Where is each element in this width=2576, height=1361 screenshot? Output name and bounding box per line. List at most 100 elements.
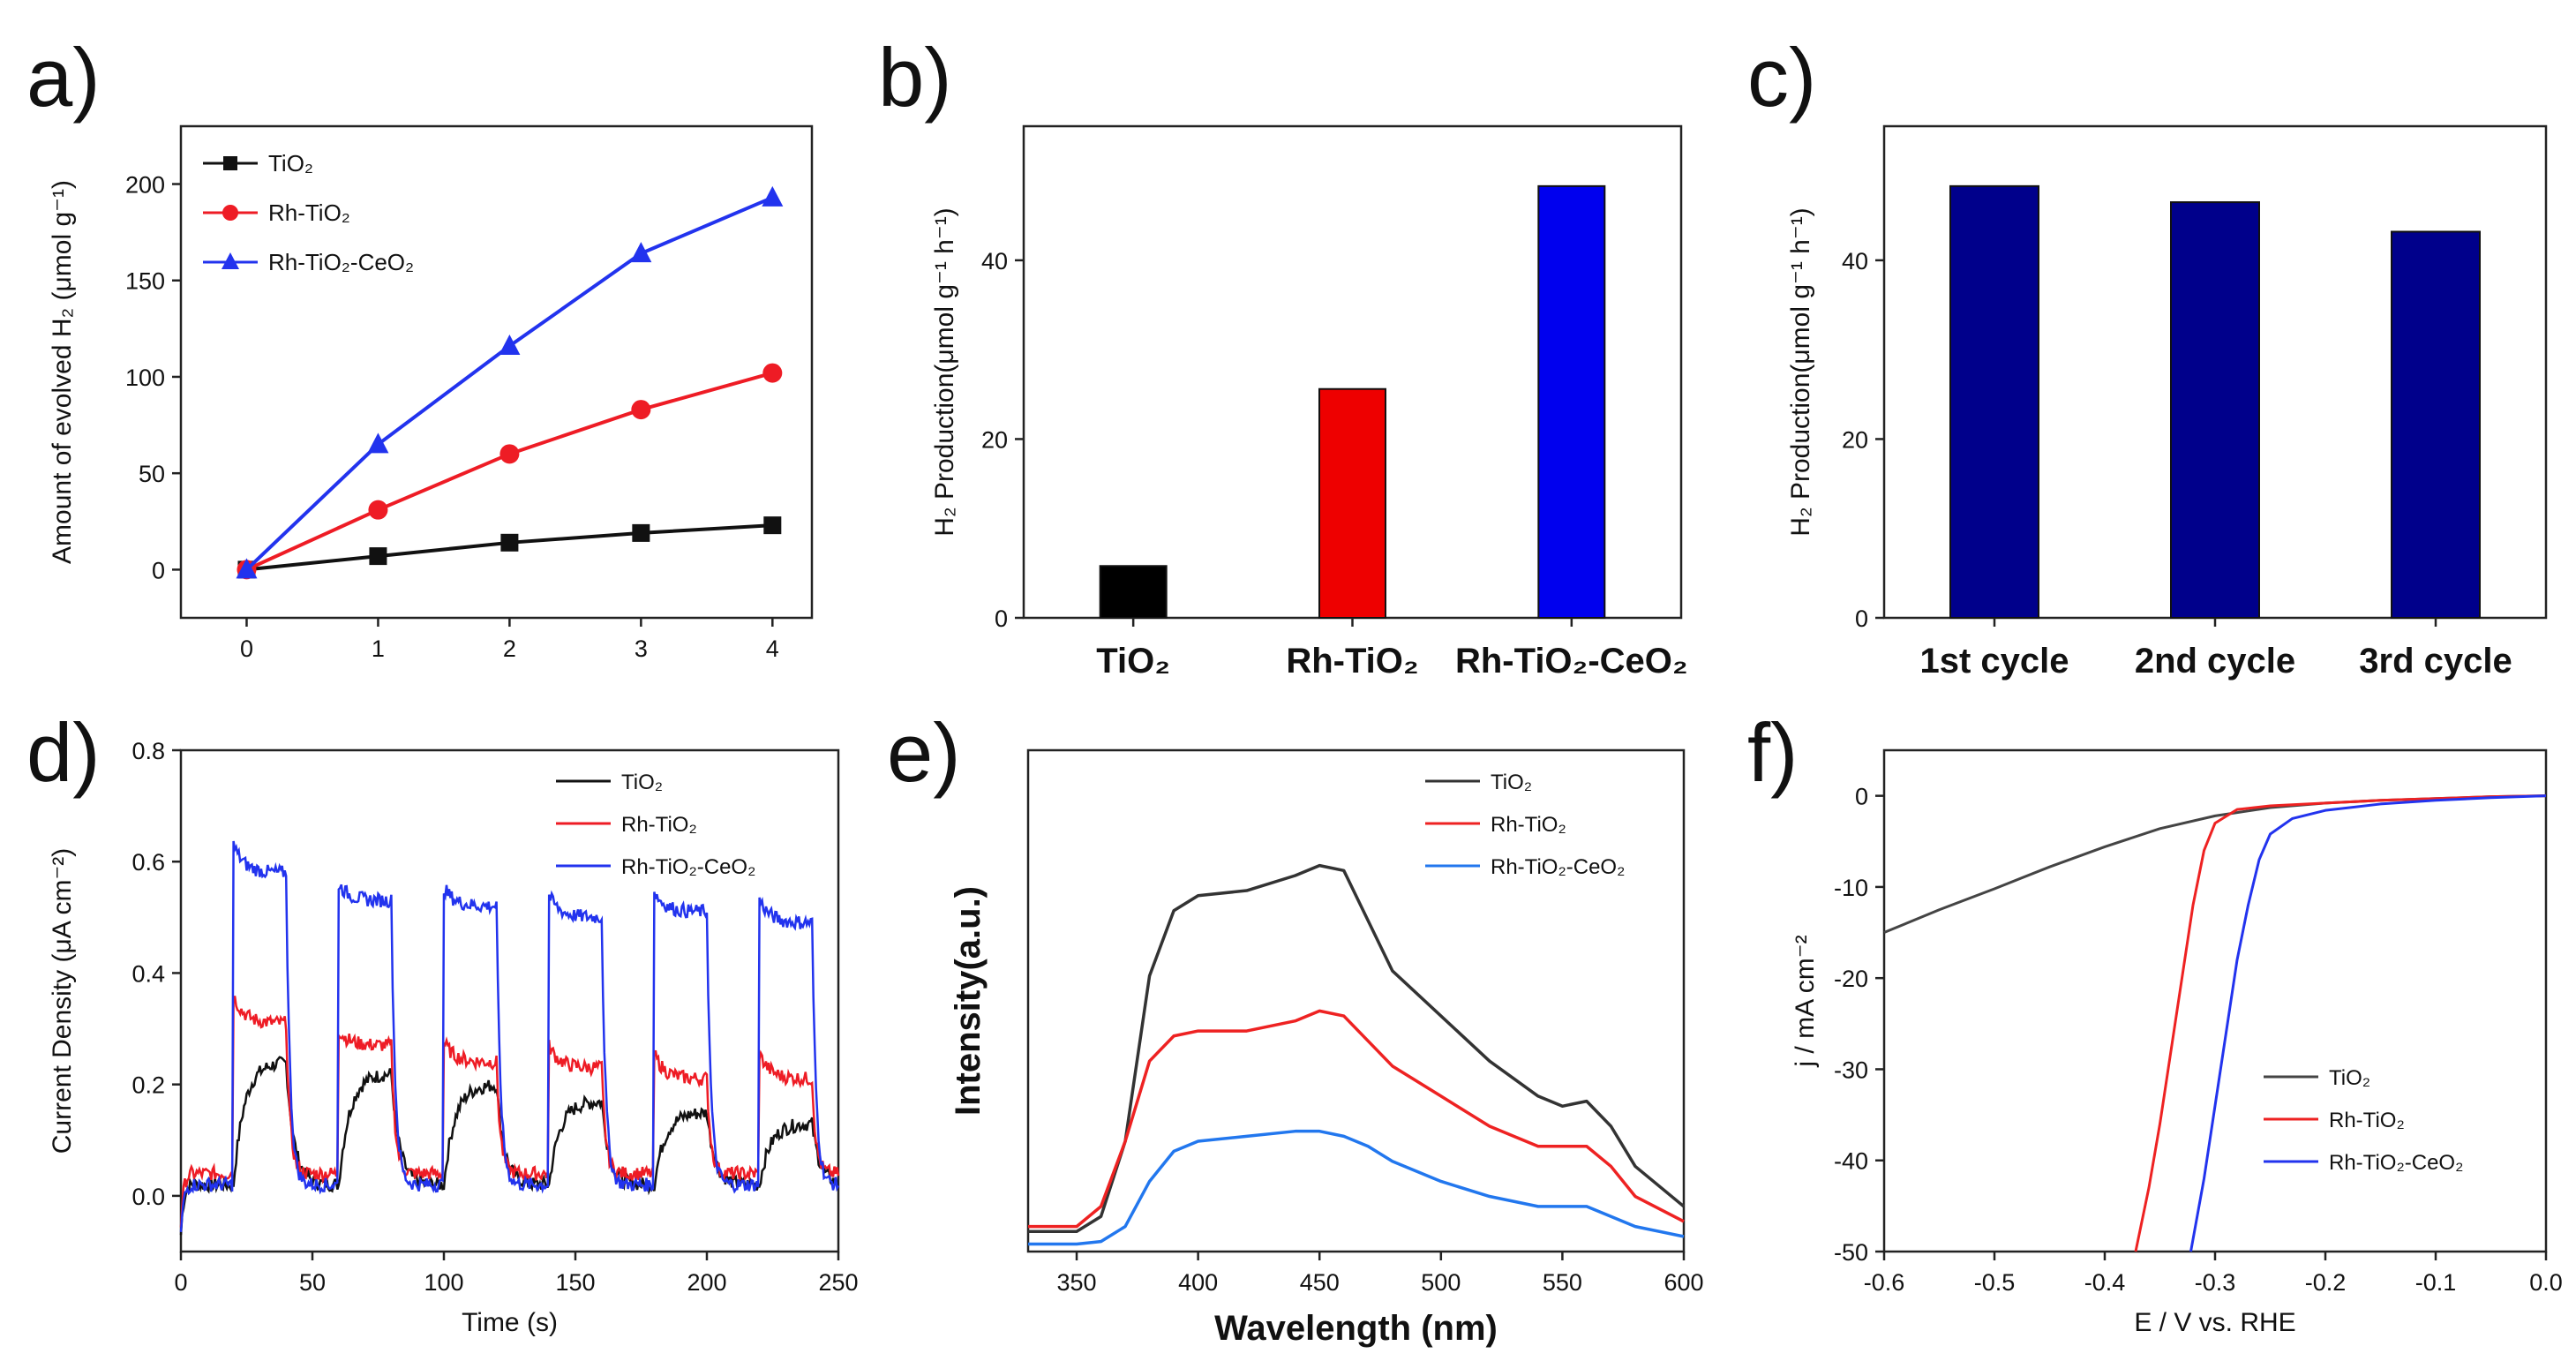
- category-label: Rh-TiO₂-CeO₂: [1455, 642, 1688, 680]
- y-tick-label: 0.4: [131, 960, 165, 987]
- x-tick-label: -0.4: [2084, 1269, 2126, 1296]
- x-tick-label: 550: [1543, 1269, 1582, 1296]
- panel-c: c) 0 20 40 H₂ Production(μmol g⁻¹ h⁻¹) 1st cy…: [1747, 31, 2548, 680]
- category-label: 3rd cycle: [2359, 642, 2512, 680]
- legend-label: Rh-TiO₂: [1491, 813, 1566, 837]
- category-label: 1st cycle: [1919, 642, 2069, 680]
- panel-e-plot-frame: [1026, 748, 1686, 1253]
- x-tick-label: -0.5: [1974, 1269, 2016, 1296]
- x-tick-label: 400: [1178, 1269, 1218, 1296]
- category-label: Rh-TiO₂: [1286, 642, 1418, 680]
- y-axis-label: Current Density (μA cm⁻²): [48, 848, 77, 1154]
- x-axis-label: Wavelength (nm): [1214, 1309, 1498, 1348]
- y-axis-label: Intensity(a.u.): [949, 886, 988, 1116]
- x-tick-label: -0.6: [1864, 1269, 1905, 1296]
- x-tick-label: 250: [818, 1269, 858, 1296]
- bar: [1318, 387, 1386, 619]
- x-axis-label: Time (s): [462, 1308, 558, 1337]
- x-tick-label: -0.3: [2195, 1269, 2236, 1296]
- legend-label: Rh-TiO₂-CeO₂: [268, 249, 414, 275]
- x-tick-label: 3: [635, 635, 648, 662]
- x-tick-label: -0.1: [2415, 1269, 2457, 1296]
- bar: [1949, 184, 2039, 619]
- legend-label: TiO₂: [268, 150, 313, 177]
- data-point: [236, 558, 258, 579]
- panel-label: d): [26, 706, 101, 799]
- data-point: [499, 444, 520, 464]
- x-tick-label: -0.2: [2305, 1269, 2347, 1296]
- y-axis-label: j / mA cm⁻²: [1791, 935, 1820, 1067]
- data-point: [500, 533, 519, 552]
- panel-f: f) 0 -10 -20 -30 -40 -50 -0.6 -0.5 -0.4 -0.3 -0.2 -0…: [1747, 706, 2563, 1337]
- bar: [2391, 230, 2481, 619]
- series-line: [179, 1056, 839, 1236]
- data-point: [762, 185, 784, 207]
- data-point: [499, 335, 521, 356]
- panel-d: d) 0.0 0.2 0.4 0.6 0.8 0 50 100 150 200 250 Current …: [26, 706, 859, 1337]
- x-tick-label: 350: [1057, 1269, 1097, 1296]
- legend-label: Rh-TiO₂-CeO₂: [621, 855, 755, 879]
- data-point: [367, 432, 389, 454]
- y-tick-label: 0.8: [131, 738, 165, 764]
- y-tick-label: -50: [1834, 1239, 1868, 1266]
- x-tick-label: 150: [555, 1269, 595, 1296]
- legend-label: TiO₂: [1491, 771, 1532, 794]
- series-line: [179, 996, 840, 1228]
- data-point: [222, 252, 239, 269]
- data-point: [631, 400, 651, 420]
- x-tick-label: 2: [503, 635, 516, 662]
- legend-label: TiO₂: [2329, 1066, 2370, 1090]
- y-tick-label: 0.0: [131, 1184, 165, 1210]
- y-tick-label: 0: [1855, 784, 1868, 810]
- data-point: [369, 547, 387, 566]
- legend-label: TiO₂: [621, 771, 663, 794]
- y-tick-label: 20: [981, 426, 1008, 453]
- series-line: [1028, 863, 1686, 1234]
- y-tick-label: 20: [1842, 426, 1868, 453]
- legend-label: Rh-TiO₂: [621, 813, 697, 837]
- panel-label: f): [1747, 706, 1798, 799]
- data-point: [368, 500, 388, 520]
- y-tick-label: 150: [125, 268, 165, 295]
- y-tick-label: -30: [1834, 1056, 1868, 1083]
- y-tick-label: 50: [139, 461, 165, 487]
- bar: [2170, 201, 2260, 619]
- x-tick-label: 0: [174, 1269, 187, 1296]
- bar: [1099, 565, 1168, 620]
- x-tick-label: 500: [1421, 1269, 1461, 1296]
- x-tick-label: 200: [687, 1269, 726, 1296]
- panel-d-plot-frame: [179, 748, 840, 1253]
- y-tick-label: 0: [152, 557, 165, 583]
- series-line: [1028, 1129, 1685, 1246]
- x-tick-label: 1: [372, 635, 385, 662]
- panel-label: a): [26, 31, 101, 124]
- x-tick-label: 600: [1664, 1269, 1703, 1296]
- data-point: [630, 242, 652, 263]
- y-tick-label: 40: [981, 248, 1008, 274]
- y-tick-label: 0.2: [131, 1072, 165, 1099]
- legend-label: Rh-TiO₂-CeO₂: [1491, 855, 1625, 879]
- y-axis-label: H₂ Production(μmol g⁻¹ h⁻¹): [930, 207, 959, 536]
- y-axis-label: H₂ Production(μmol g⁻¹ h⁻¹): [1786, 207, 1815, 536]
- x-tick-label: 450: [1300, 1269, 1340, 1296]
- panel-a: a) 0 50 100 150 200 0 1 2 3 4 Amount of evolved H₂ …: [26, 31, 814, 662]
- y-tick-label: -10: [1834, 875, 1868, 901]
- panel-a-plot-frame: [179, 124, 814, 620]
- x-tick-label: 0.0: [2529, 1269, 2563, 1296]
- y-axis-label: Amount of evolved H₂ (μmol g⁻¹): [48, 180, 77, 564]
- x-axis-label: E / V vs. RHE: [2134, 1308, 2295, 1337]
- series-line: [1883, 794, 2547, 934]
- x-tick-label: 4: [766, 635, 779, 662]
- series-line: [1028, 1009, 1685, 1229]
- bar: [1537, 184, 1606, 619]
- legend-label: Rh-TiO₂: [268, 199, 350, 226]
- legend-label: Rh-TiO₂-CeO₂: [2329, 1151, 2463, 1175]
- panel-e: e) 350 400 450 500 550 600 Intensity(a.u.) Wavel…: [887, 706, 1704, 1348]
- category-label: TiO₂: [1096, 642, 1170, 680]
- series-line: [2134, 794, 2547, 1252]
- series-line: [179, 840, 840, 1232]
- series-line: [2189, 794, 2547, 1252]
- data-point: [763, 516, 782, 535]
- data-point: [762, 363, 783, 383]
